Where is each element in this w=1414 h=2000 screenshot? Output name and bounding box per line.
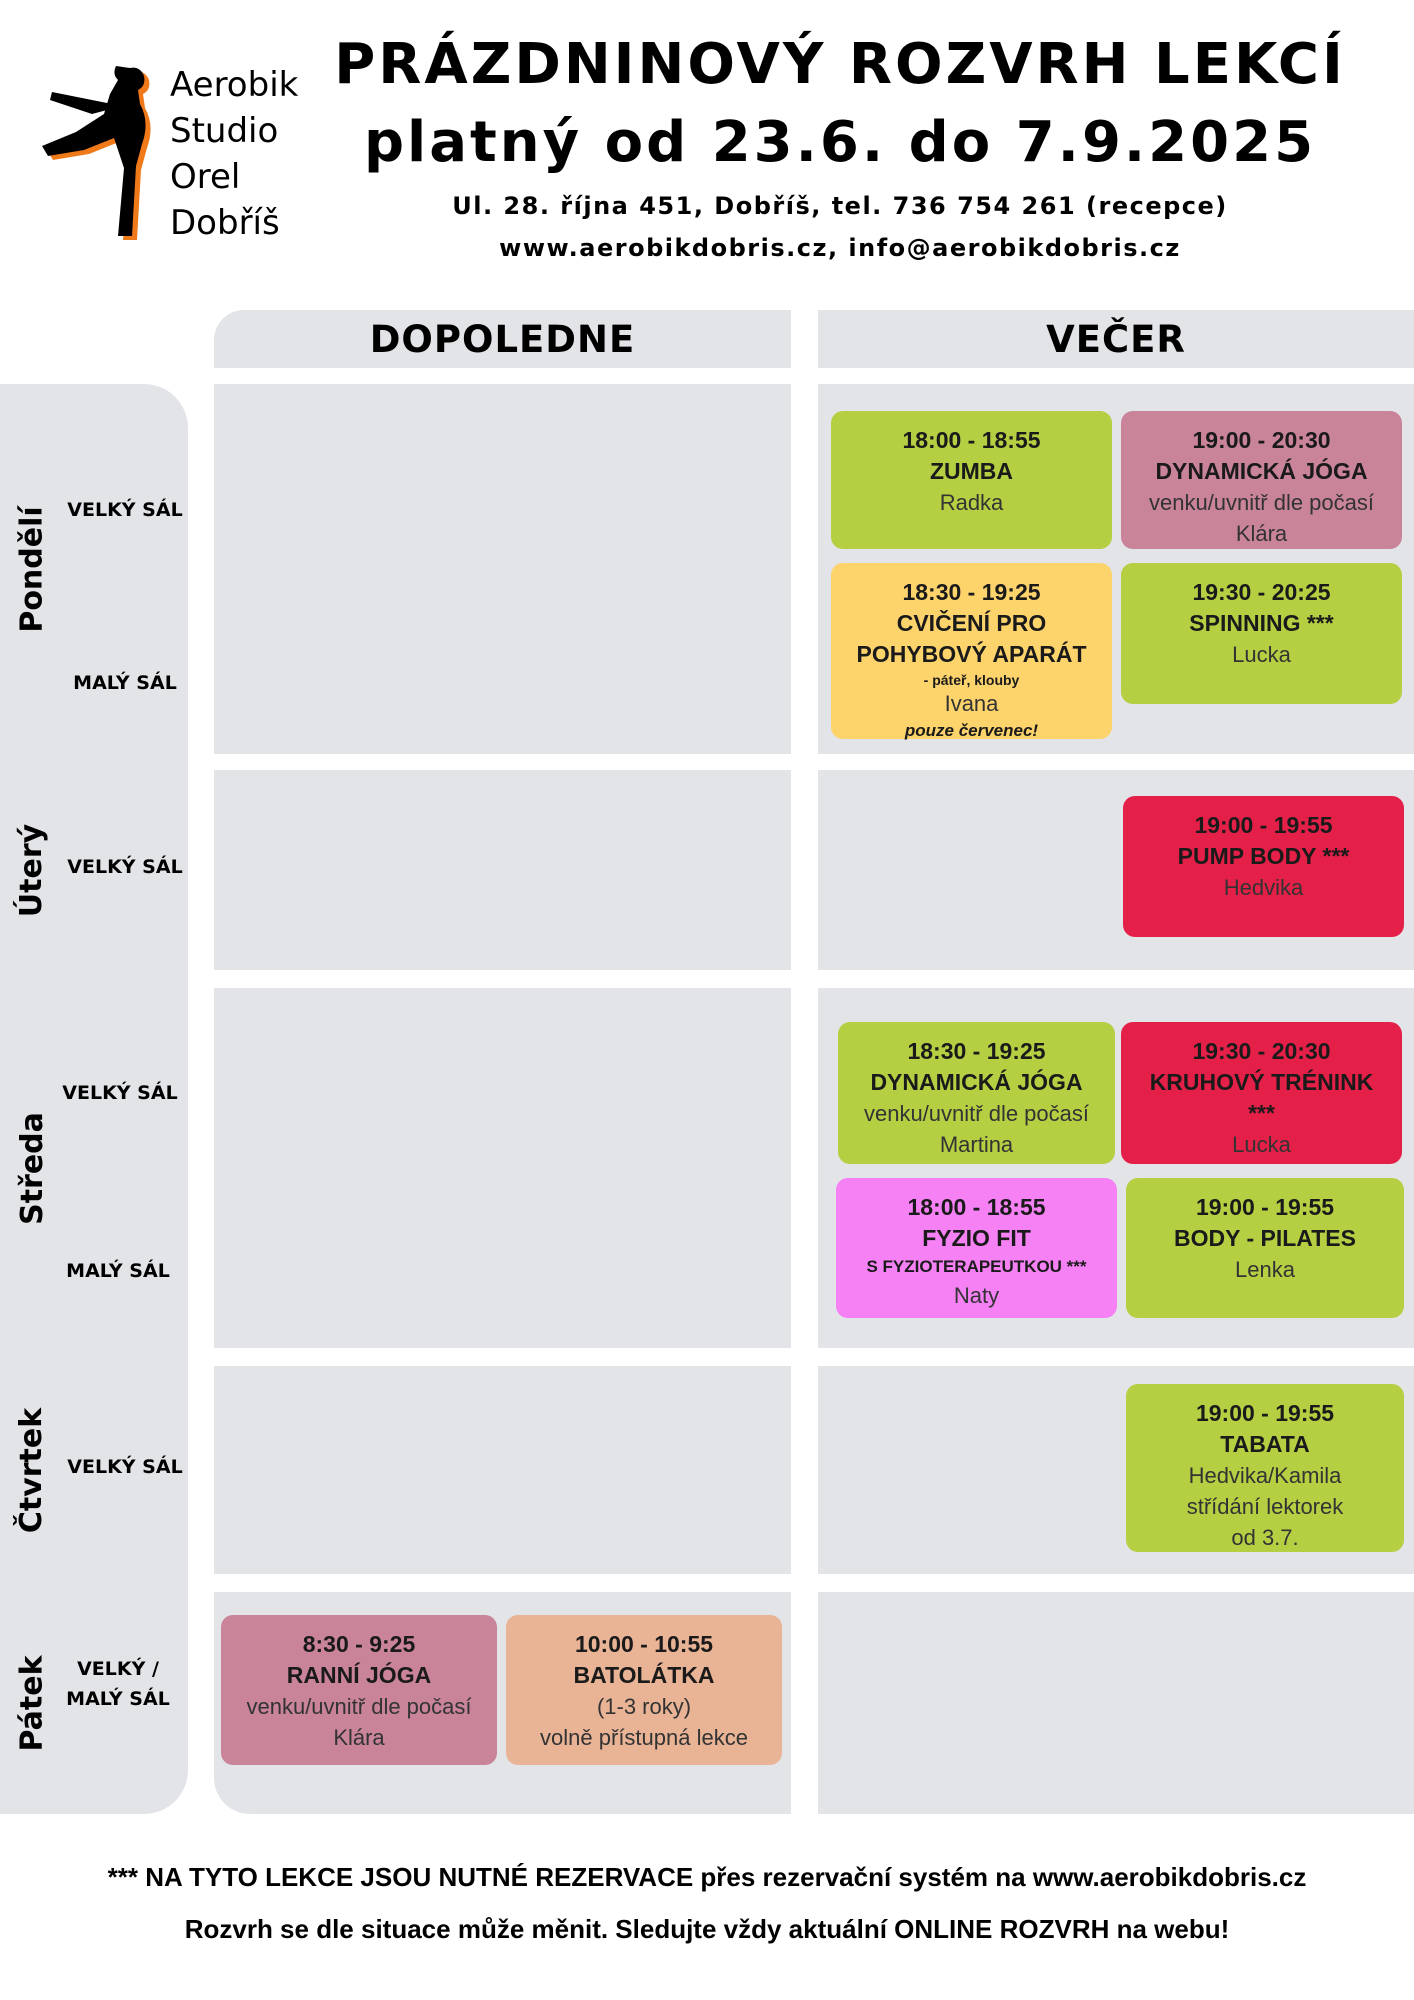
class-name: BATOLÁTKA <box>573 1662 715 1688</box>
class-name-line-2: POHYBOVÝ APARÁT <box>856 641 1087 667</box>
logo-line-3: Orel <box>170 157 241 197</box>
class-trainer: Martina <box>939 1132 1014 1157</box>
class-card-wed-joga[interactable]: 18:30 - 19:25 DYNAMICKÁ JÓGA venku/uvnit… <box>838 1022 1115 1164</box>
logo: Aerobik Studio Orel Dobříš <box>22 60 322 250</box>
class-name-stars: *** <box>1248 1100 1275 1126</box>
class-time: 19:00 - 19:55 <box>1194 812 1333 838</box>
logo-line-2: Studio <box>170 111 279 151</box>
column-header-morning: DOPOLEDNE <box>214 310 791 368</box>
day-tuesday-label: Úterý <box>14 823 50 917</box>
column-header-evening-label: VEČER <box>1046 317 1186 361</box>
class-card-wed-kruhovy[interactable]: 19:30 - 20:30 KRUHOVÝ TRÉNINK *** Lucka <box>1121 1022 1402 1164</box>
page-title: PRÁZDNINOVÝ ROZVRH LEKCÍ <box>334 32 1346 97</box>
class-time: 18:30 - 19:25 <box>907 1038 1046 1064</box>
class-trainer: Ivana <box>944 691 999 716</box>
room-friday-velky-maly: VELKÝ / MALÝ SÁL <box>48 1654 188 1714</box>
room-monday-velky: VELKÝ SÁL <box>67 499 183 521</box>
class-name: FYZIO FIT <box>922 1225 1031 1251</box>
dancer-silhouette-icon <box>42 66 151 240</box>
address: Ul. 28. října 451, Dobříš, tel. 736 754 … <box>452 192 1228 220</box>
class-time: 18:30 - 19:25 <box>902 579 1041 605</box>
room-monday-maly: MALÝ SÁL <box>73 672 177 694</box>
class-note: S FYZIOTERAPEUTKOU *** <box>866 1257 1087 1276</box>
class-name: TABATA <box>1220 1431 1310 1457</box>
class-name-line-1: CVIČENÍ PRO <box>896 610 1047 636</box>
class-card-mon-zumba[interactable]: 18:00 - 18:55 ZUMBA Radka <box>831 411 1112 549</box>
class-note: - páteř, klouby <box>923 672 1020 688</box>
class-note-2: volně přístupná lekce <box>540 1725 748 1750</box>
class-trainer: Naty <box>953 1283 1000 1308</box>
class-note: venku/uvnitř dle počasí <box>863 1101 1090 1126</box>
class-time: 19:00 - 19:55 <box>1195 1194 1335 1220</box>
panel-thursday-morning <box>214 1366 791 1574</box>
class-card-fri-joga[interactable]: 8:30 - 9:25 RANNÍ JÓGA venku/uvnitř dle … <box>221 1615 497 1765</box>
class-name: SPINNING *** <box>1189 610 1334 636</box>
class-card-mon-spinning[interactable]: 19:30 - 20:25 SPINNING *** Lucka <box>1121 563 1402 704</box>
day-thursday: Čtvrtek <box>2 1366 62 1574</box>
room-friday-line-1: VELKÝ / <box>77 1658 159 1680</box>
class-name: PUMP BODY *** <box>1177 843 1350 869</box>
day-monday: Pondělí <box>2 384 62 754</box>
class-time: 8:30 - 9:25 <box>302 1631 416 1657</box>
class-name: DYNAMICKÁ JÓGA <box>870 1069 1083 1095</box>
panel-wednesday-morning <box>214 988 791 1348</box>
class-trainer: Lucka <box>1232 1132 1291 1157</box>
room-wednesday-velky: VELKÝ SÁL <box>62 1082 178 1104</box>
class-time: 19:00 - 20:30 <box>1192 427 1331 453</box>
class-time: 18:00 - 18:55 <box>907 1194 1046 1220</box>
footer-reservation-note: *** NA TYTO LEKCE JSOU NUTNÉ REZERVACE p… <box>107 1862 1307 1892</box>
class-trainer: Klára <box>1235 521 1288 546</box>
column-header-evening: VEČER <box>818 310 1414 368</box>
day-wednesday-label: Středa <box>14 1111 50 1225</box>
class-time: 19:30 - 20:30 <box>1192 1038 1331 1064</box>
day-wednesday: Středa <box>2 988 62 1348</box>
panel-friday-evening <box>818 1592 1414 1814</box>
footer-schedule-note: Rozvrh se dle situace může měnit. Sleduj… <box>184 1914 1230 1944</box>
class-extra: pouze červenec! <box>904 721 1039 740</box>
class-card-mon-joga[interactable]: 19:00 - 20:30 DYNAMICKÁ JÓGA venku/uvnit… <box>1121 411 1402 549</box>
class-trainer: Hedvika/Kamila <box>1188 1463 1342 1488</box>
class-name: KRUHOVÝ TRÉNINK <box>1149 1069 1374 1095</box>
class-card-wed-fyzio[interactable]: 18:00 - 18:55 FYZIO FIT S FYZIOTERAPEUTK… <box>836 1178 1117 1318</box>
class-time: 19:00 - 19:55 <box>1195 1400 1335 1426</box>
panel-monday-morning <box>214 384 791 754</box>
class-note-2: od 3.7. <box>1231 1525 1299 1550</box>
room-wednesday-maly: MALÝ SÁL <box>66 1260 170 1282</box>
logo-line-4: Dobříš <box>170 203 280 243</box>
class-trainer: Hedvika <box>1223 875 1304 900</box>
day-sidebar <box>0 384 188 1814</box>
class-trainer: Lenka <box>1235 1257 1295 1282</box>
day-friday-label: Pátek <box>14 1654 50 1752</box>
class-card-tue-pump[interactable]: 19:00 - 19:55 PUMP BODY *** Hedvika <box>1123 796 1404 937</box>
class-name: ZUMBA <box>929 458 1014 484</box>
class-card-fri-batolatka[interactable]: 10:00 - 10:55 BATOLÁTKA (1-3 roky) volně… <box>506 1615 782 1765</box>
class-note-1: střídání lektorek <box>1186 1494 1344 1519</box>
column-header-morning-label: DOPOLEDNE <box>369 317 636 361</box>
class-trainer: Klára <box>333 1725 385 1750</box>
day-thursday-label: Čtvrtek <box>14 1407 50 1533</box>
room-thursday-velky: VELKÝ SÁL <box>67 1456 183 1478</box>
class-time: 10:00 - 10:55 <box>574 1631 714 1657</box>
page-subtitle: platný od 23.6. do 7.9.2025 <box>363 110 1317 175</box>
day-monday-label: Pondělí <box>14 505 50 633</box>
class-trainer: Radka <box>939 490 1004 515</box>
class-card-mon-cviceni[interactable]: 18:30 - 19:25 CVIČENÍ PRO POHYBOVÝ APARÁ… <box>831 563 1112 740</box>
class-trainer: Lucka <box>1232 642 1291 667</box>
web-contact: www.aerobikdobris.cz, info@aerobikdobris… <box>499 234 1181 262</box>
room-friday-line-2: MALÝ SÁL <box>66 1688 170 1710</box>
class-note: venku/uvnitř dle počasí <box>246 1694 472 1719</box>
class-name: DYNAMICKÁ JÓGA <box>1155 458 1368 484</box>
logo-line-1: Aerobik <box>170 65 299 105</box>
class-time: 18:00 - 18:55 <box>902 427 1041 453</box>
class-name: RANNÍ JÓGA <box>286 1662 432 1688</box>
panel-tuesday-morning <box>214 770 791 970</box>
class-name: BODY - PILATES <box>1174 1225 1356 1251</box>
class-note-1: (1-3 roky) <box>596 1694 692 1719</box>
room-tuesday-velky: VELKÝ SÁL <box>67 856 183 878</box>
class-card-thu-tabata[interactable]: 19:00 - 19:55 TABATA Hedvika/Kamila stří… <box>1126 1384 1404 1552</box>
class-card-wed-pilates[interactable]: 19:00 - 19:55 BODY - PILATES Lenka <box>1126 1178 1404 1318</box>
day-tuesday: Úterý <box>2 770 62 970</box>
class-note: venku/uvnitř dle počasí <box>1148 490 1375 515</box>
class-time: 19:30 - 20:25 <box>1192 579 1331 605</box>
